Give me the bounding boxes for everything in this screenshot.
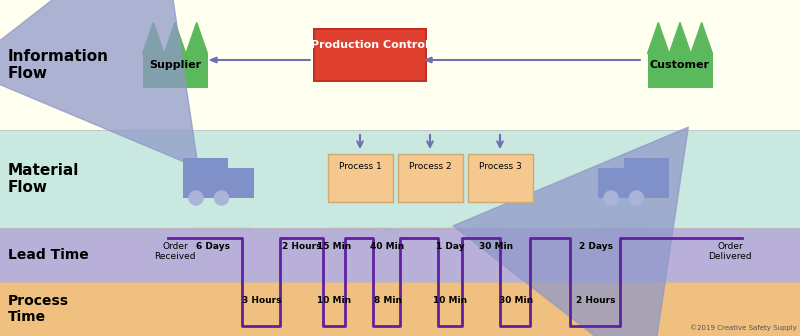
Bar [0,0,800,130]
Bar [398,154,462,202]
Polygon shape [647,23,669,54]
Polygon shape [460,228,530,230]
Text: 3 Hours: 3 Hours [242,296,282,305]
Text: Customer: Customer [650,60,710,70]
Text: 6 Days: 6 Days [196,242,230,251]
Bar [315,55,425,80]
Circle shape [214,191,229,205]
Polygon shape [691,23,713,54]
Text: Process 3: Process 3 [478,162,522,171]
Text: 2 Hours: 2 Hours [576,296,616,305]
Bar [624,158,669,198]
Text: 15 Min: 15 Min [317,242,351,251]
Text: Process 2: Process 2 [409,162,451,171]
Text: ©2019 Creative Safety Supply: ©2019 Creative Safety Supply [690,324,797,331]
Text: 1 Day: 1 Day [436,242,464,251]
Text: Lead Time: Lead Time [8,248,89,262]
Bar [315,30,425,80]
Text: 2 Days: 2 Days [579,242,613,251]
Text: Order
Received: Order Received [154,242,196,261]
Text: Production Control: Production Control [311,40,429,50]
Text: 10 Min: 10 Min [433,296,467,305]
Circle shape [189,191,203,205]
Bar [0,282,800,336]
Polygon shape [142,23,164,54]
Polygon shape [330,228,392,230]
Polygon shape [186,23,207,54]
Text: Information
Flow: Information Flow [8,49,109,81]
Bar [227,168,254,198]
Bar [647,54,713,87]
Text: 8 Min: 8 Min [374,296,402,305]
Text: 30 Min: 30 Min [479,242,513,251]
Text: Material
Flow: Material Flow [8,163,79,195]
Bar [182,158,227,198]
Text: Process 1: Process 1 [338,162,382,171]
Polygon shape [595,228,660,230]
Bar [0,130,800,228]
Text: 40 Min: 40 Min [370,242,404,251]
Polygon shape [164,23,186,54]
Polygon shape [192,228,252,230]
Text: Supplier: Supplier [149,60,201,70]
Bar [598,168,624,198]
Text: Process
Time: Process Time [8,294,69,324]
Bar [313,28,427,82]
Polygon shape [669,23,691,54]
Text: Order
Delivered: Order Delivered [708,242,752,261]
Polygon shape [425,57,432,63]
Circle shape [630,191,643,205]
Polygon shape [210,57,217,63]
Text: 30 Min: 30 Min [499,296,533,305]
Bar [142,54,207,87]
Text: 10 Min: 10 Min [317,296,351,305]
Bar [0,228,800,282]
Bar [327,154,393,202]
Bar [467,154,533,202]
Circle shape [604,191,618,205]
Polygon shape [385,228,462,230]
Text: 2 Hours: 2 Hours [282,242,322,251]
